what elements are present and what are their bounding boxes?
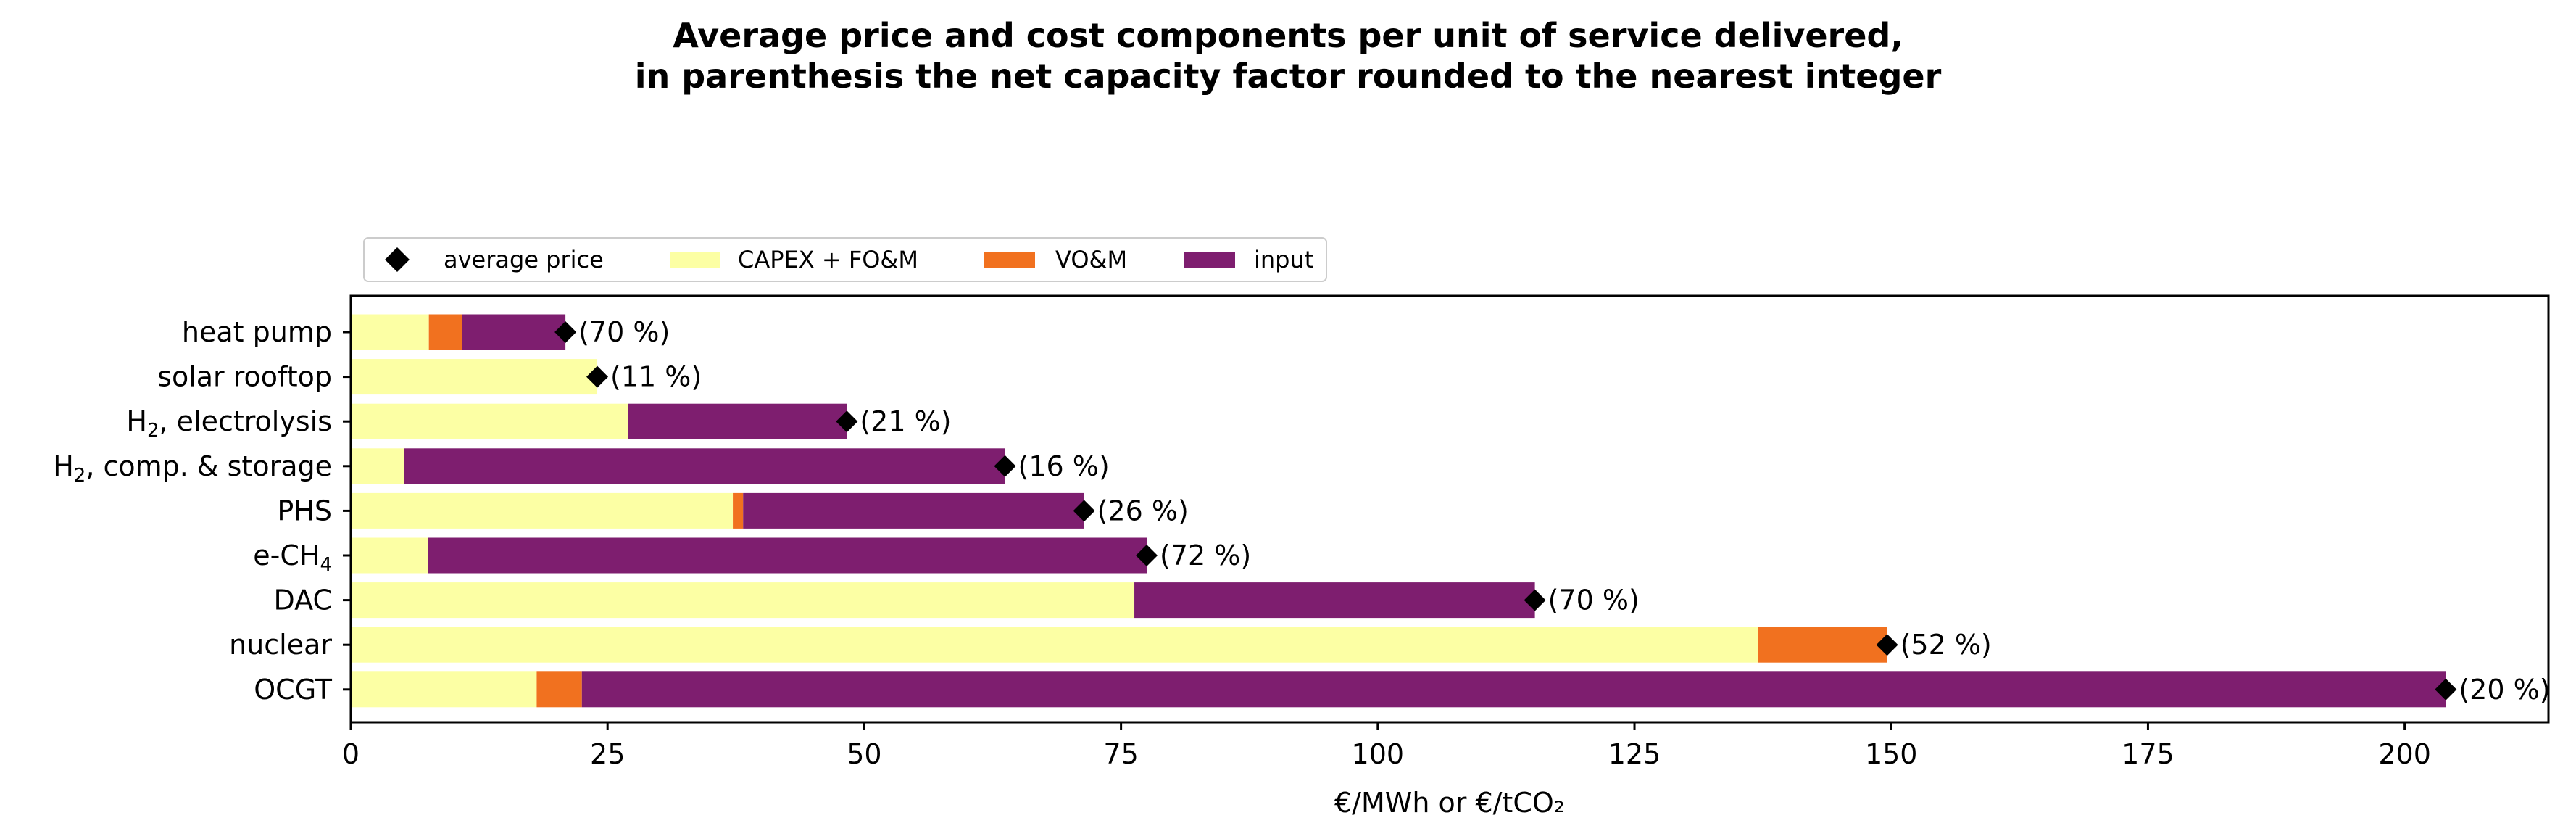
bar-segment [351, 314, 429, 350]
x-axis-label: €/MWh or €/tCO₂ [1334, 787, 1565, 819]
bar-segment [404, 448, 1005, 484]
x-tick-label: 125 [1608, 738, 1661, 770]
average-price-marker [836, 410, 858, 433]
average-price-marker [1524, 589, 1546, 611]
plot-frame [349, 294, 2550, 724]
average-price-marker [1073, 500, 1095, 522]
average-price-marker [1876, 634, 1898, 656]
legend-swatch-input [1184, 252, 1235, 268]
capacity-factor-label: (20 %) [2459, 674, 2550, 706]
bar-segment [581, 671, 2446, 708]
bar-segment [462, 314, 566, 350]
legend-label-vom: VO&M [1055, 246, 1127, 273]
y-tick-label: solar rooftop [157, 361, 332, 393]
bar-segment [351, 671, 537, 708]
legend-label-capex: CAPEX + FO&M [738, 246, 918, 273]
bar-segment [733, 492, 744, 529]
bar-segment [428, 314, 462, 350]
legend: average price CAPEX + FO&M VO&M input [363, 237, 1327, 282]
x-tick-label: 50 [847, 738, 881, 770]
legend-marker-average-price [385, 247, 410, 272]
legend-label-average-price: average price [444, 246, 604, 273]
bar-segment [351, 403, 628, 439]
bar-segment [1134, 582, 1535, 619]
average-price-marker [554, 321, 577, 343]
average-price-markers [554, 321, 2457, 700]
x-tick-label: 175 [2122, 738, 2174, 770]
capacity-factor-label: (52 %) [1900, 629, 1992, 661]
y-tick-label: H2, comp. & storage [53, 450, 332, 487]
legend-swatch-capex [670, 252, 720, 268]
bar-segment [428, 537, 1147, 574]
y-tick-label: OCGT [254, 674, 333, 706]
y-tick-label: H2, electrolysis [126, 405, 332, 442]
legend-swatch-vom [984, 252, 1035, 268]
bar-segment [1758, 627, 1887, 663]
capacity-factor-label: (11 %) [610, 361, 702, 393]
bar-segment [628, 403, 847, 439]
bar-segment [351, 582, 1135, 619]
x-tick-label: 25 [590, 738, 625, 770]
average-price-marker [994, 455, 1016, 477]
y-tick-labels: heat pump solar rooftop H2, electrolysis H2… [53, 316, 351, 706]
bar-segment [351, 448, 404, 484]
capacity-factor-label: (21 %) [860, 405, 951, 437]
average-price-marker [1136, 545, 1158, 566]
average-price-marker [2435, 678, 2457, 700]
capacity-factor-label: (70 %) [1548, 584, 1640, 616]
bars [351, 314, 2446, 708]
y-tick-label: PHS [277, 495, 332, 526]
legend-label-input: input [1254, 246, 1313, 273]
bar-segment [351, 492, 734, 529]
legend-frame [363, 237, 1327, 282]
x-tick-label: 75 [1103, 738, 1138, 770]
y-tick-label: nuclear [229, 629, 332, 661]
bar-segment [351, 627, 1758, 663]
bar-segment [351, 537, 428, 574]
chart-title-line-1: Average price and cost components per un… [673, 16, 1903, 55]
capacity-factor-label: (72 %) [1160, 540, 1251, 571]
x-tick-label: 0 [342, 738, 360, 770]
capacity-factor-labels: (70 %) (11 %) (21 %) (16 %) (26 %) (72 %) (70 … [578, 316, 2550, 706]
chart-title-line-2: in parenthesis the net capacity factor r… [635, 57, 1942, 96]
x-tick-label: 150 [1865, 738, 1918, 770]
x-tick-label: 100 [1352, 738, 1405, 770]
bar-segment [536, 671, 582, 708]
y-tick-label: heat pump [182, 316, 332, 348]
x-tick-label: 200 [2378, 738, 2431, 770]
y-tick-label: DAC [274, 584, 332, 616]
capacity-factor-label: (16 %) [1018, 450, 1110, 482]
capacity-factor-label: (70 %) [578, 316, 670, 348]
capacity-factor-label: (26 %) [1097, 495, 1189, 526]
average-price-marker [586, 365, 609, 388]
bar-segment [351, 359, 598, 395]
y-tick-label: e-CH4 [253, 540, 332, 576]
x-ticks: 0 25 50 75 100 125 150 175 200 [342, 722, 2431, 770]
bar-segment [743, 492, 1084, 529]
